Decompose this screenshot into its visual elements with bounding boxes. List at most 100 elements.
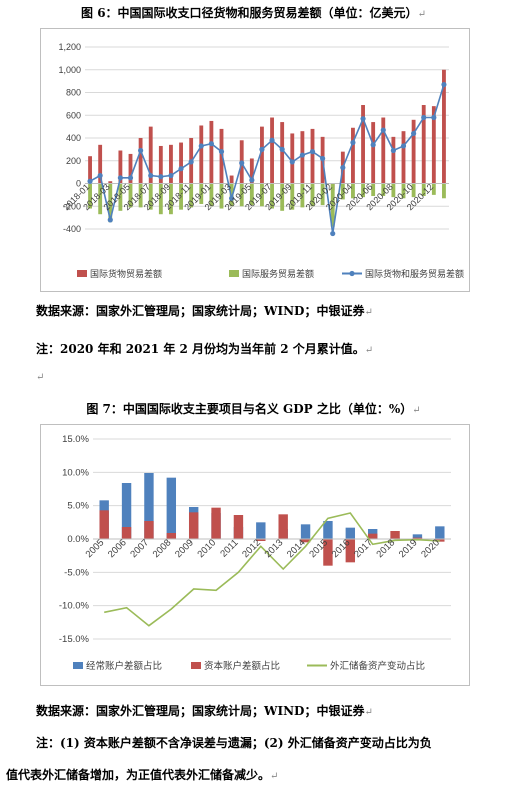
line-point <box>229 195 235 201</box>
bar-b <box>278 514 288 539</box>
y-tick-label: -400 <box>63 224 81 234</box>
y-tick-label: 15.0% <box>62 434 89 445</box>
y-tick-label: -15.0% <box>59 634 90 645</box>
bar-b <box>169 183 173 215</box>
bar-a <box>138 138 143 184</box>
bar-b <box>239 183 244 207</box>
bar-b <box>249 183 254 206</box>
line-point <box>188 159 194 165</box>
line-point <box>421 114 427 121</box>
y-tick-label: 5.0% <box>67 501 89 512</box>
figure-6-chart-frame: -400 -200 0 200 400 600 800 1,000 1,200 2018-01 20… <box>40 28 470 292</box>
legend-swatch <box>77 270 87 277</box>
bar-b <box>320 183 325 206</box>
bar-b <box>431 183 436 195</box>
line-point <box>127 175 134 181</box>
bar-b <box>361 183 365 198</box>
bar-a <box>108 181 113 184</box>
line-point <box>97 172 103 179</box>
bar-b <box>219 183 224 209</box>
line-point <box>178 166 184 172</box>
bar-b <box>158 183 163 215</box>
y-tick-label: 600 <box>66 110 81 120</box>
bar-a <box>442 69 446 184</box>
line-point <box>249 177 255 183</box>
y-tick-label: 1,000 <box>58 65 81 75</box>
bar-a <box>148 126 153 184</box>
series-line <box>89 84 445 234</box>
bar-b <box>381 183 386 197</box>
bar-a <box>219 128 224 184</box>
bar-a <box>280 122 285 184</box>
x-tick-label: 2008 <box>151 537 174 560</box>
y-tick-label: 800 <box>66 88 81 98</box>
bar-a <box>300 524 311 539</box>
bar-a <box>435 526 445 539</box>
bar-b <box>88 183 92 209</box>
line-point <box>208 141 214 147</box>
bar-a <box>290 133 295 184</box>
x-tick-label: 2007 <box>128 537 151 560</box>
figure-7-chart-frame: -15.0% -10.0% -5.0% 0.0% 5.0% 10.0% 15.0% 2005 2… <box>40 424 470 686</box>
figure-6-source: 数据来源：国家外汇管理局；国家统计局；WIND；中银证券↵ <box>36 304 373 318</box>
x-tick-label: 2010 <box>195 537 218 560</box>
bar-b <box>211 507 221 539</box>
figure-6-title: 图 6：中国国际收支口径货物和服务贸易差额（单位：亿美元）↵ <box>81 6 426 20</box>
bar-a <box>371 122 376 184</box>
bar-a <box>144 473 154 539</box>
line-point <box>269 137 275 143</box>
bar-b <box>323 539 333 566</box>
bar-a <box>412 534 423 539</box>
bar-b <box>411 183 416 198</box>
y-tick-label: 0 <box>76 179 81 189</box>
bar-b <box>401 183 406 199</box>
bar-b <box>188 512 199 539</box>
line-point <box>239 160 245 166</box>
bar-a <box>118 150 123 184</box>
line-point <box>107 217 113 223</box>
legend-label: 外汇储备资产变动占比 <box>330 660 425 672</box>
line-point <box>350 139 356 146</box>
bar-a <box>431 106 436 184</box>
legend-label: 国际货物贸易差额 <box>90 268 162 279</box>
bar-b <box>345 539 356 563</box>
bar-b <box>166 533 177 539</box>
line-point <box>259 146 265 152</box>
line-point <box>87 178 93 184</box>
bar-a <box>260 126 264 184</box>
line-point <box>117 175 123 181</box>
legend-swatch-marker <box>349 270 355 277</box>
legend-label: 资本账户差额占比 <box>204 660 280 672</box>
bar-b <box>390 531 400 539</box>
line-point <box>380 127 386 133</box>
bar-b <box>340 183 345 200</box>
legend-label: 国际服务贸易差额 <box>242 268 314 279</box>
line-point <box>289 159 295 165</box>
legend-label: 国际货物和服务贸易差额 <box>365 268 464 279</box>
line-point <box>158 174 164 180</box>
bar-a <box>199 125 204 184</box>
bar-b <box>421 183 426 197</box>
figure-7-note-line1: 注：(1) 资本账户差额不含净误差与遗漏；(2) 外汇储备资产变动占比为负 <box>36 736 432 750</box>
figure-7-source: 数据来源：国家外汇管理局；国家统计局；WIND；中银证券↵ <box>36 704 373 718</box>
bar-b <box>189 183 194 208</box>
bar-b <box>148 183 153 210</box>
paragraph-mark: ↵ <box>417 9 426 20</box>
line-point <box>299 152 305 158</box>
bar-b <box>121 527 132 539</box>
bar-a <box>391 136 396 184</box>
line-point <box>320 155 326 162</box>
line-point <box>138 147 144 154</box>
bar-a <box>88 156 92 184</box>
bar-b <box>138 183 143 208</box>
bar-b <box>300 183 305 208</box>
bar-a <box>310 128 315 184</box>
legend-label: 经常账户差额占比 <box>86 660 162 672</box>
line-point <box>390 147 396 154</box>
bar-b <box>233 515 244 539</box>
line-point <box>198 143 204 149</box>
bar-a <box>361 105 365 184</box>
y-tick-label: 200 <box>66 156 81 166</box>
bar-b <box>118 183 123 211</box>
line-point <box>431 114 437 121</box>
